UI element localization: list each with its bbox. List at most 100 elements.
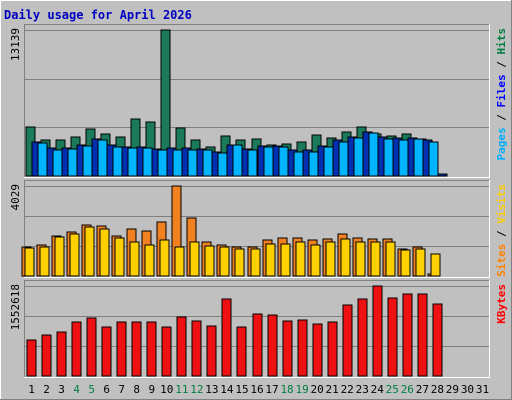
bar-sites [250, 248, 261, 277]
bar-pages [52, 149, 63, 177]
series-sites [24, 226, 441, 277]
bar-kbytes [206, 325, 217, 377]
legend-item: Pages [495, 127, 508, 160]
x-tick-label: 15 [235, 383, 248, 396]
bar-pages [428, 141, 439, 177]
bar-kbytes [282, 320, 293, 377]
bar-pages [37, 142, 48, 177]
panel-hits-files-pages: 13139 Pages / Files / Hits [9, 24, 508, 178]
bar-sites [219, 246, 230, 277]
legend-item: / [495, 108, 508, 128]
bar-pages [308, 151, 319, 177]
bar-pages [368, 132, 379, 177]
x-tick-label: 22 [341, 383, 354, 396]
bar-kbytes [86, 317, 97, 377]
bar-kbytes [402, 293, 413, 377]
bar-kbytes [146, 321, 157, 377]
bar-pages [247, 149, 258, 177]
bar-pages [187, 149, 198, 177]
x-tick-label: 31 [476, 383, 489, 396]
series-legend: Sites / Visits [495, 184, 508, 277]
bar-kbytes [312, 323, 323, 377]
bar-sites [415, 248, 426, 277]
x-tick-label: 6 [103, 383, 110, 396]
bar-kbytes [161, 326, 172, 377]
x-tick-label: 8 [133, 383, 140, 396]
series-kbytes [26, 285, 443, 377]
legend-item: KBytes [495, 284, 508, 324]
bar-sites [189, 241, 200, 277]
x-tick-label: 10 [160, 383, 173, 396]
bar-sites [385, 241, 396, 277]
bar-sites [325, 241, 336, 277]
x-tick-label: 21 [326, 383, 339, 396]
bar-kbytes [387, 297, 398, 377]
bar-kbytes [432, 303, 443, 377]
bar-kbytes [56, 331, 67, 377]
legend-item: Files [495, 74, 508, 107]
x-tick-label: 17 [265, 383, 278, 396]
x-tick-label: 27 [416, 383, 429, 396]
bar-sites [355, 241, 366, 277]
bar-pages [67, 148, 78, 177]
bar-sites [69, 233, 80, 277]
bar-sites [430, 253, 441, 277]
bar-kbytes [116, 321, 127, 377]
bar-sites [295, 241, 306, 277]
bar-sites [114, 237, 125, 277]
chart-panels: 13139 Pages / Files / Hits 4029 Sites / Vis… [9, 24, 508, 378]
bar-pages [97, 139, 108, 177]
x-tick-label: 23 [356, 383, 369, 396]
bar-sites [280, 243, 291, 277]
bar-sites [370, 241, 381, 277]
x-tick-label: 26 [401, 383, 414, 396]
x-tick-label: 13 [205, 383, 218, 396]
bar-sites [340, 238, 351, 277]
x-tick-label: 18 [280, 383, 293, 396]
bar-kbytes [176, 316, 187, 377]
bar-kbytes [357, 298, 368, 377]
legend-item: / [495, 224, 508, 244]
bar-pages [157, 149, 168, 177]
bar-sites [310, 244, 321, 277]
series-legend: KBytes [495, 284, 508, 324]
x-tick-label: 29 [446, 383, 459, 396]
bar-kbytes [191, 320, 202, 377]
legend-item: Visits [495, 184, 508, 224]
panel-kbytes: 1552618 KBytes [9, 280, 508, 378]
bar-sites [204, 245, 215, 277]
bar-pages [217, 152, 228, 177]
bar-kbytes [267, 314, 278, 377]
bar-pages [112, 146, 123, 177]
bar-pages [202, 149, 213, 177]
bar-pages [172, 149, 183, 177]
x-tick-label: 25 [386, 383, 399, 396]
x-tick-label: 9 [148, 383, 155, 396]
chart-title: Daily usage for April 2026 [4, 8, 192, 22]
bar-kbytes [101, 326, 112, 377]
legend-item: Hits [495, 28, 508, 55]
legend-item: Sites [495, 244, 508, 277]
bar-kbytes [131, 321, 142, 377]
bar-kbytes [41, 334, 52, 377]
bar-pages [413, 138, 424, 177]
bar-pages [293, 151, 304, 177]
bar-pages [142, 147, 153, 177]
bar-kbytes [417, 293, 428, 377]
bar-pages [263, 146, 274, 177]
series-pages [37, 132, 439, 177]
bar-pages [127, 147, 138, 177]
x-tick-label: 7 [118, 383, 125, 396]
x-tick-label: 28 [431, 383, 444, 396]
x-axis-labels: 1 2 3 4 5 6 7 8 9 10 11 12 13 14 15 16 17 18 19 20 21 22 23 24 2… [28, 383, 489, 396]
bar-kbytes [327, 321, 338, 377]
bar-pages [278, 146, 289, 177]
x-tick-label: 3 [58, 383, 65, 396]
x-tick-label: 19 [295, 383, 308, 396]
bar-sites [39, 246, 50, 277]
bar-sites [234, 248, 245, 277]
legend-item: / [495, 55, 508, 75]
bar-kbytes [297, 319, 308, 377]
bar-kbytes [236, 326, 247, 377]
